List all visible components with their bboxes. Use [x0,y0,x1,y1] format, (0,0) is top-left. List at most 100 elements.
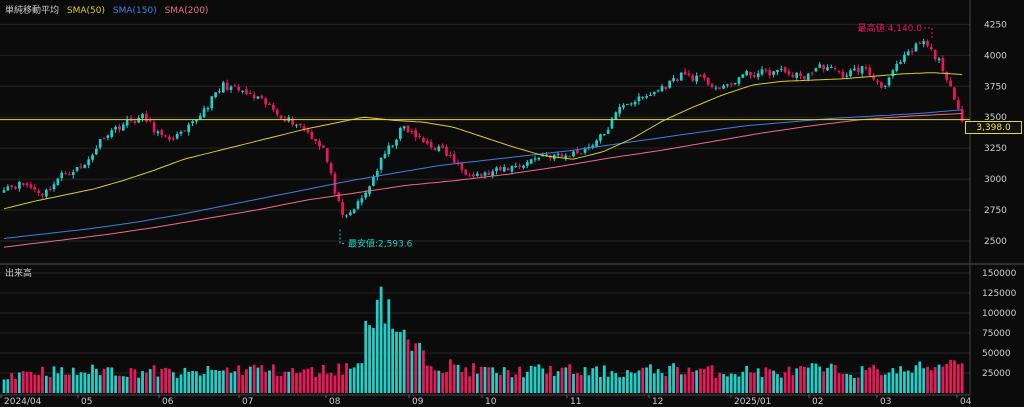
candle-body [44,189,48,197]
volume-bar [218,370,221,393]
volume-pane-title: 出来高 [5,269,33,279]
candle-body [745,70,749,76]
last-price-tag: 3,398.0 [965,121,1022,134]
volume-bar [652,373,656,393]
candle-body [202,108,206,118]
sma200-line [3,113,963,248]
price-tick-label: 3000 [984,175,1007,185]
price-tick-label: 2500 [984,237,1007,247]
candle-body [714,87,718,89]
time-tick-label: 11 [570,397,581,407]
candle-body [318,140,321,147]
legend-sma200[interactable]: SMA(200) [164,6,209,16]
price-tick-label: 3250 [984,144,1007,154]
candle-body [595,140,598,147]
time-tick-label: 2025/01 [734,397,771,407]
legend-sma150[interactable]: SMA(150) [112,6,157,16]
candle-body [849,70,852,77]
volume-bar [429,366,433,393]
candle-body [118,126,121,130]
candle-body [822,65,825,70]
volume-bar [475,373,479,393]
candle-body [87,159,91,166]
volume-bar [579,375,583,393]
volume-bar [787,366,791,393]
volume-bar [560,367,564,393]
time-tick-label: 04 [960,397,972,407]
candle-body [833,68,837,70]
candle-body [718,87,722,89]
volume-bar [733,374,737,393]
time-tick-label: 02 [812,397,823,407]
volume-bar [329,372,333,393]
candle-body [214,92,217,98]
volume-bar [602,365,606,393]
candle-body [125,119,129,126]
volume-bar [591,368,595,393]
volume-bar [437,370,441,393]
candle-body [610,118,614,129]
price-tick-label: 4250 [984,20,1007,30]
volume-bar [860,366,864,393]
candle-body [910,51,914,53]
candle-body [337,192,341,201]
candle-body [687,73,691,75]
volume-bar [295,373,298,393]
candle-body [768,70,772,76]
candle-body [145,113,148,122]
volume-bar [37,375,41,393]
candle-body [187,124,191,133]
time-axis-labels: 2024/04 05 06 07 08 09 10 11 12 2025/01 02 03 04 [0,395,972,407]
candle-body [379,157,383,170]
candle-body [583,148,587,153]
volume-bar [52,366,56,393]
volume-bar [522,377,525,393]
volume-bar [233,371,237,393]
volume-bar [210,369,214,393]
volume-bar [664,376,668,393]
price-tick-label: 3500 [984,113,1007,123]
volume-bar [314,376,318,393]
low-leader [339,229,346,244]
candle-body [6,186,10,191]
volume-bar [468,376,471,393]
volume-bar [237,365,241,393]
candle-body [710,84,714,88]
candle-body [606,129,610,134]
candle-body [121,124,125,131]
candle-body [422,137,425,143]
volume-bar [275,375,279,393]
candle-body [75,167,79,171]
volume-bar [425,365,429,393]
volume-bar [749,372,752,393]
candle-body [749,71,752,76]
volume-bar [668,365,672,393]
candle-body [391,145,394,147]
volume-bar [337,363,341,393]
candle-body [729,83,733,85]
candle-body [233,85,237,87]
volume-bar [260,365,264,393]
volume-bar [660,373,664,393]
volume-bar [387,299,391,393]
candle-body [452,154,456,163]
candle-body [726,84,729,86]
volume-bar [953,360,956,393]
legend-sma50[interactable]: SMA(50) [66,6,105,16]
candle-body [756,73,760,78]
candle-body [956,100,960,109]
candle-body [668,80,672,88]
volume-bar [941,366,945,393]
volume-bar [845,373,849,393]
volume-bar [552,376,556,393]
volume-bar [225,367,229,393]
candle-body [872,75,875,80]
volume-bar [71,367,75,393]
candle-body [356,201,360,209]
candle-body [406,125,410,133]
volume-bar [279,375,283,393]
low-annotation-label: 最安値:2,593.6 [348,237,413,249]
volume-bar [148,369,152,393]
